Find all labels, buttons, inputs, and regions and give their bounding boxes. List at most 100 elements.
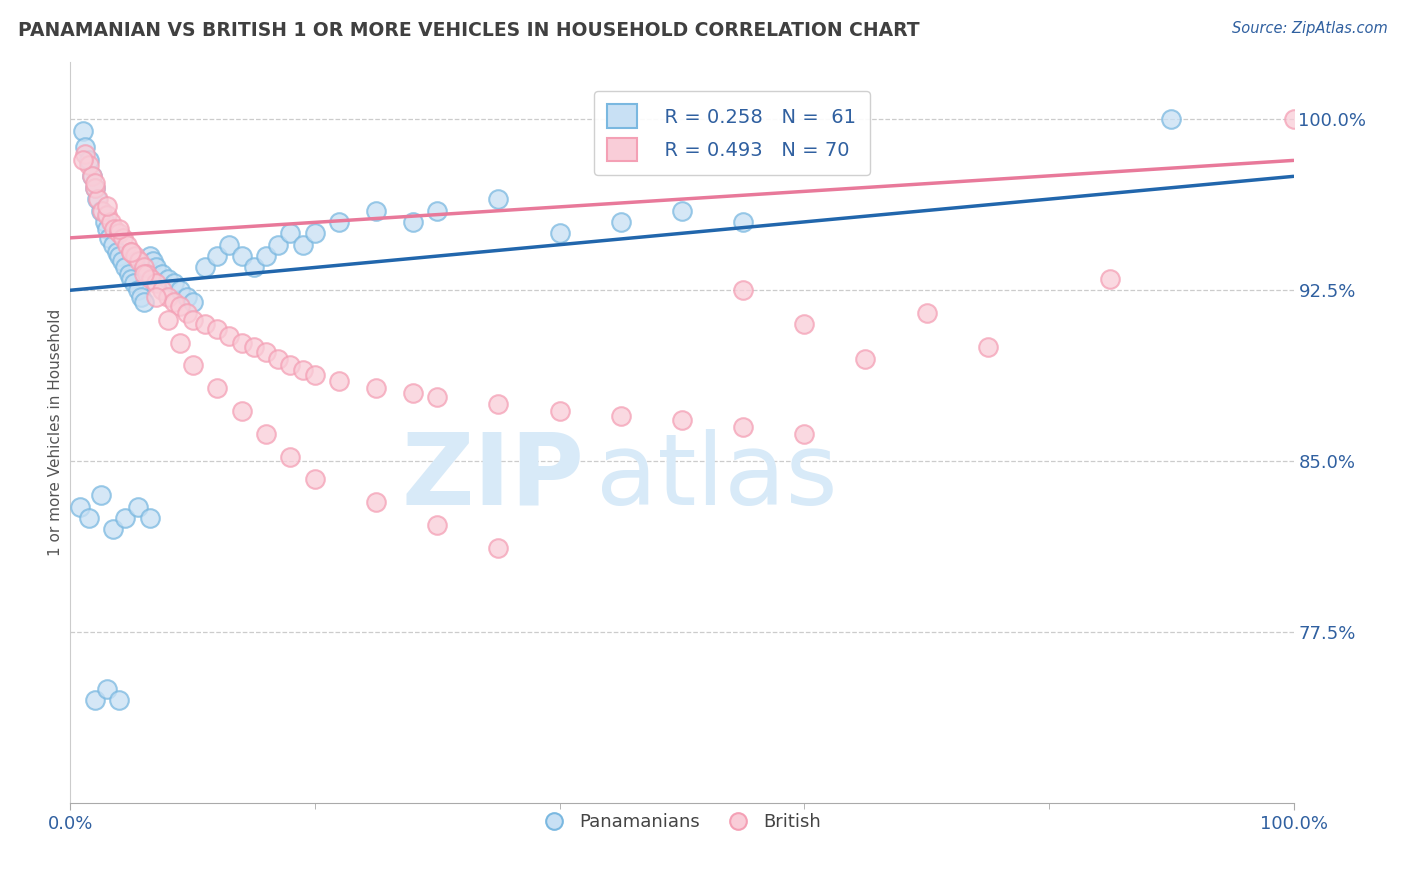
Point	[72, 124, 94, 138]
Point	[83, 693, 105, 707]
Point	[83, 176, 105, 190]
Point	[127, 283, 149, 297]
Point	[169, 335, 191, 350]
Point	[163, 277, 186, 291]
Point	[855, 351, 877, 366]
Point	[108, 227, 131, 241]
Point	[291, 237, 314, 252]
Point	[976, 340, 998, 354]
Point	[733, 283, 755, 297]
Point	[548, 404, 571, 418]
Point	[366, 381, 388, 395]
Point	[231, 404, 253, 418]
Point	[132, 268, 155, 282]
Point	[73, 146, 96, 161]
Point	[83, 180, 105, 194]
Point	[488, 541, 510, 555]
Point	[100, 215, 122, 229]
Point	[93, 215, 115, 229]
Point	[169, 283, 191, 297]
Point	[231, 335, 253, 350]
Point	[96, 681, 118, 696]
Point	[915, 306, 938, 320]
Point	[733, 215, 755, 229]
Point	[101, 237, 124, 252]
Legend: Panamanians, British: Panamanians, British	[536, 805, 828, 838]
Point	[122, 277, 145, 291]
Point	[139, 249, 162, 263]
Point	[426, 517, 449, 532]
Point	[77, 153, 100, 168]
Point	[145, 290, 167, 304]
Point	[145, 277, 167, 291]
Point	[488, 397, 510, 411]
Point	[610, 409, 633, 423]
Point	[77, 511, 100, 525]
Point	[304, 227, 326, 241]
Point	[121, 244, 143, 259]
Point	[115, 237, 138, 252]
Point	[426, 390, 449, 404]
Point	[280, 359, 302, 373]
Point	[111, 253, 134, 268]
Point	[145, 260, 167, 275]
Point	[139, 272, 162, 286]
Point	[96, 199, 118, 213]
Point	[231, 249, 253, 263]
Point	[91, 203, 114, 218]
Point	[114, 511, 136, 525]
Point	[176, 290, 198, 304]
Point	[139, 511, 162, 525]
Point	[103, 221, 125, 235]
Point	[98, 231, 121, 245]
Point	[328, 215, 350, 229]
Point	[243, 340, 266, 354]
Point	[402, 385, 425, 400]
Point	[254, 426, 277, 441]
Point	[90, 488, 112, 502]
Point	[86, 192, 108, 206]
Point	[82, 169, 104, 184]
Point	[111, 231, 134, 245]
Point	[1160, 112, 1182, 127]
Point	[267, 351, 290, 366]
Point	[73, 139, 96, 153]
Point	[136, 268, 159, 282]
Point	[671, 413, 693, 427]
Point	[96, 221, 118, 235]
Point	[402, 215, 425, 229]
Point	[132, 294, 155, 309]
Point	[280, 450, 302, 464]
Point	[218, 237, 240, 252]
Point	[671, 203, 693, 218]
Point	[181, 294, 204, 309]
Point	[135, 260, 157, 275]
Point	[366, 495, 388, 509]
Point	[121, 244, 143, 259]
Point	[157, 272, 180, 286]
Point	[82, 169, 104, 184]
Point	[114, 260, 136, 275]
Point	[128, 253, 150, 268]
Point	[127, 500, 149, 514]
Point	[157, 290, 180, 304]
Point	[366, 203, 388, 218]
Point	[793, 426, 815, 441]
Text: ZIP: ZIP	[401, 428, 583, 525]
Point	[304, 472, 326, 486]
Point	[1099, 272, 1122, 286]
Point	[77, 158, 100, 172]
Point	[304, 368, 326, 382]
Point	[194, 260, 217, 275]
Point	[1282, 112, 1305, 127]
Point	[142, 253, 165, 268]
Point	[83, 180, 105, 194]
Point	[280, 227, 302, 241]
Text: PANAMANIAN VS BRITISH 1 OR MORE VEHICLES IN HOUSEHOLD CORRELATION CHART: PANAMANIAN VS BRITISH 1 OR MORE VEHICLES…	[18, 21, 920, 39]
Point	[129, 290, 152, 304]
Point	[72, 153, 94, 168]
Point	[163, 294, 186, 309]
Point	[108, 693, 131, 707]
Point	[132, 260, 155, 275]
Point	[267, 237, 290, 252]
